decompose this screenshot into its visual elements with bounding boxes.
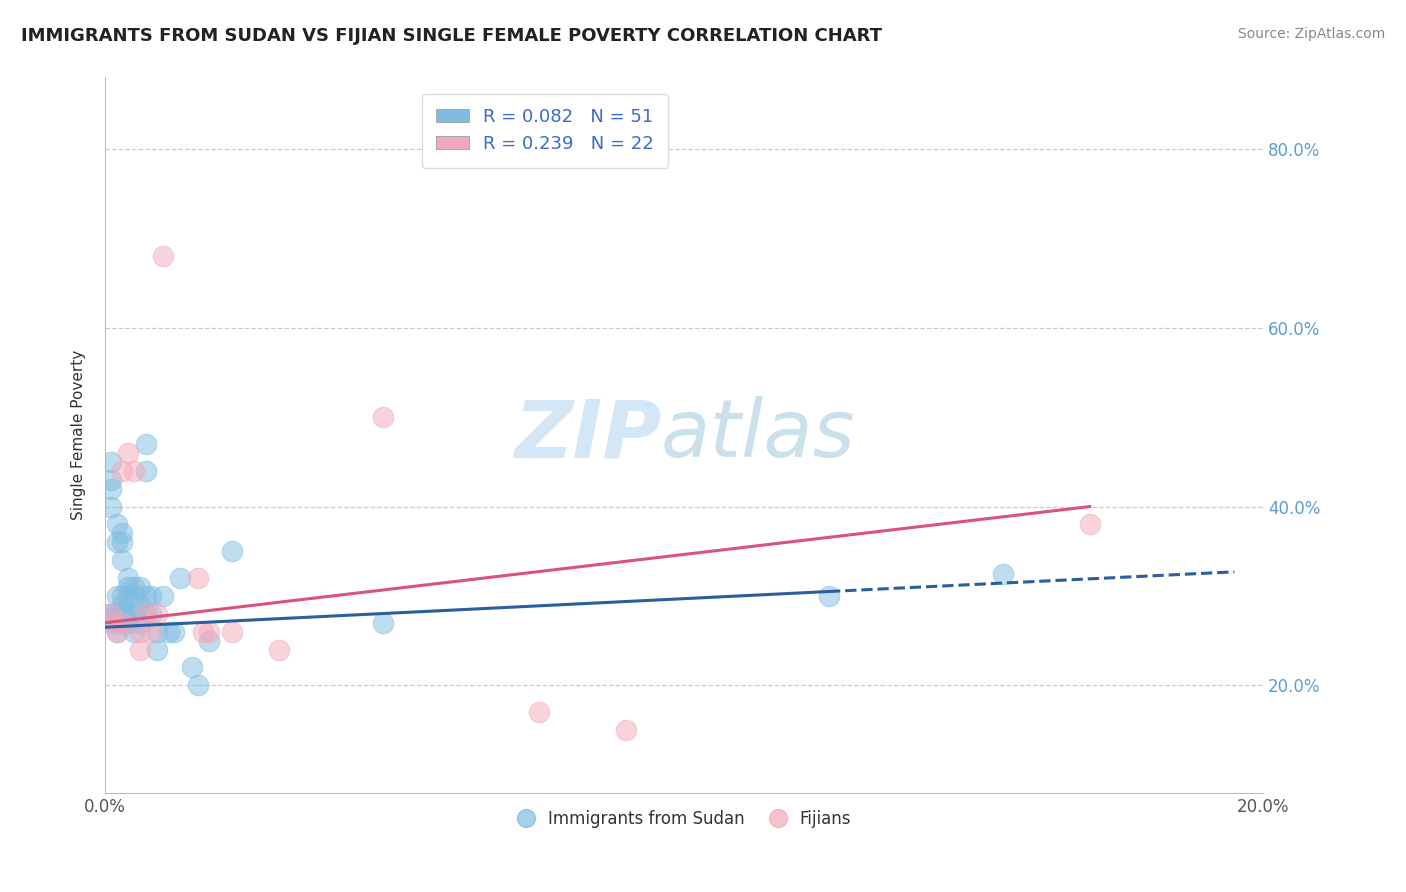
Point xyxy=(122,607,145,621)
Point xyxy=(614,723,637,737)
Point xyxy=(135,607,157,621)
Point xyxy=(122,589,145,603)
Point xyxy=(100,473,122,487)
Point xyxy=(180,660,202,674)
Point xyxy=(529,705,551,719)
Point xyxy=(117,589,139,603)
Point xyxy=(100,607,122,621)
Point xyxy=(187,678,209,692)
Point xyxy=(111,464,134,478)
Point xyxy=(371,410,394,425)
Point xyxy=(111,526,134,541)
Point xyxy=(100,482,122,496)
Point xyxy=(135,589,157,603)
Point xyxy=(163,624,186,639)
Point xyxy=(187,571,209,585)
Point xyxy=(117,607,139,621)
Point xyxy=(128,580,150,594)
Text: ZIP: ZIP xyxy=(513,396,661,474)
Point xyxy=(122,464,145,478)
Point xyxy=(105,535,128,549)
Point xyxy=(221,624,243,639)
Point xyxy=(100,615,122,630)
Point xyxy=(122,580,145,594)
Point xyxy=(111,615,134,630)
Point xyxy=(141,607,163,621)
Point xyxy=(141,589,163,603)
Point xyxy=(991,566,1014,581)
Point xyxy=(111,615,134,630)
Point xyxy=(135,437,157,451)
Point xyxy=(105,615,128,630)
Point xyxy=(152,249,174,263)
Point xyxy=(111,589,134,603)
Point xyxy=(100,455,122,469)
Point xyxy=(818,589,841,603)
Point xyxy=(146,624,169,639)
Point xyxy=(193,624,215,639)
Point xyxy=(122,624,145,639)
Point xyxy=(111,598,134,612)
Text: IMMIGRANTS FROM SUDAN VS FIJIAN SINGLE FEMALE POVERTY CORRELATION CHART: IMMIGRANTS FROM SUDAN VS FIJIAN SINGLE F… xyxy=(21,27,882,45)
Point xyxy=(135,464,157,478)
Point xyxy=(100,500,122,514)
Point xyxy=(117,615,139,630)
Point xyxy=(105,607,128,621)
Point xyxy=(146,642,169,657)
Point xyxy=(146,607,169,621)
Point xyxy=(97,607,120,621)
Point xyxy=(117,580,139,594)
Point xyxy=(117,446,139,460)
Point xyxy=(117,571,139,585)
Y-axis label: Single Female Poverty: Single Female Poverty xyxy=(72,350,86,520)
Point xyxy=(267,642,290,657)
Point xyxy=(152,589,174,603)
Point xyxy=(105,517,128,532)
Text: Source: ZipAtlas.com: Source: ZipAtlas.com xyxy=(1237,27,1385,41)
Point xyxy=(103,607,125,621)
Point xyxy=(111,535,134,549)
Point xyxy=(141,624,163,639)
Point xyxy=(135,607,157,621)
Point xyxy=(221,544,243,558)
Point xyxy=(105,624,128,639)
Point xyxy=(157,624,180,639)
Point xyxy=(105,624,128,639)
Legend: Immigrants from Sudan, Fijians: Immigrants from Sudan, Fijians xyxy=(510,803,858,834)
Point xyxy=(111,553,134,567)
Point xyxy=(198,624,221,639)
Point xyxy=(198,633,221,648)
Point xyxy=(371,615,394,630)
Point xyxy=(128,598,150,612)
Point xyxy=(1078,517,1101,532)
Point xyxy=(100,615,122,630)
Point xyxy=(128,624,150,639)
Point xyxy=(105,589,128,603)
Point xyxy=(111,607,134,621)
Point xyxy=(169,571,191,585)
Point xyxy=(128,615,150,630)
Text: atlas: atlas xyxy=(661,396,856,474)
Point xyxy=(128,642,150,657)
